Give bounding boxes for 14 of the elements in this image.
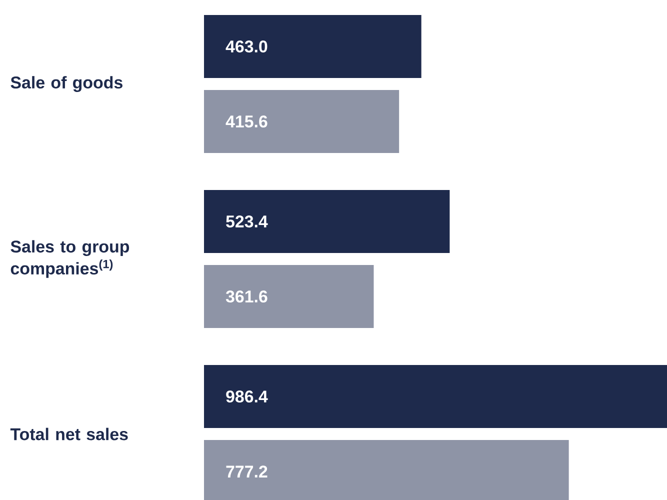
data-label: 986.4	[226, 390, 268, 403]
bar	[204, 265, 374, 328]
bar	[204, 190, 450, 254]
bar	[204, 365, 667, 428]
bar	[204, 90, 400, 154]
data-label: 415.6	[226, 116, 268, 128]
y-tick-label: Sales to group companies$^{(1)}$	[10, 240, 130, 278]
y-tick-label: Total net sales	[10, 428, 128, 440]
data-label: 777.2	[226, 466, 268, 478]
data-label: 463.0	[226, 40, 268, 53]
y-tick-label: Sale of goods	[10, 76, 122, 92]
bar	[204, 15, 422, 78]
data-label: 361.6	[226, 290, 268, 303]
data-label: 523.4	[226, 216, 268, 228]
